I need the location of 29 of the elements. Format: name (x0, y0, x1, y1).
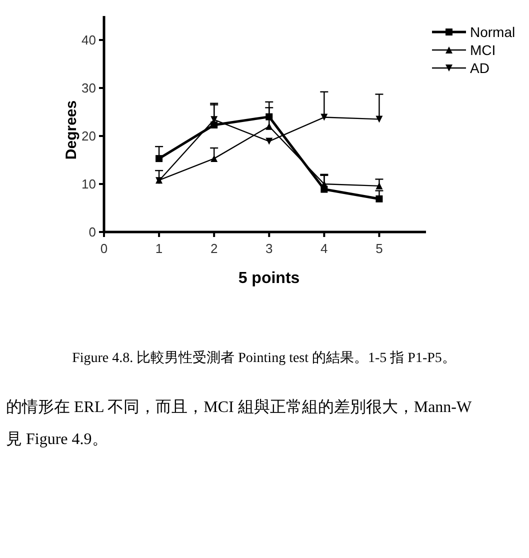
point (376, 182, 383, 190)
point (376, 116, 383, 123)
y-tick-label: 30 (82, 80, 96, 96)
point (266, 138, 273, 145)
y-axis-title: Degrees (63, 100, 80, 160)
point (210, 121, 218, 128)
point (210, 155, 218, 162)
y-tick-label: 10 (82, 176, 96, 192)
x-tick-label: 5 (376, 241, 383, 256)
point (320, 180, 328, 188)
y-tick-label: 40 (82, 32, 96, 48)
x-axis-title: 5 points (238, 270, 300, 287)
legend-label: MCI (470, 42, 496, 58)
point (320, 114, 328, 121)
x-tick-label: 4 (320, 241, 328, 256)
point (376, 195, 383, 202)
legend-label: AD (470, 60, 490, 76)
point (266, 122, 273, 130)
y-tick-label: 0 (88, 224, 96, 240)
point (156, 155, 163, 162)
legend-label: Normal (470, 24, 516, 40)
caption: Figure 4.8. 比較男性受測者 Pointing test 的結果。1-5 指 P1-P5。 (72, 350, 456, 366)
text: 見 Figure 4.9。 (6, 431, 108, 448)
text: 的情形在 ERL 不同，而且，MCI 組與正常組的差別很大，Mann-W (6, 398, 473, 416)
x-tick-label: 3 (266, 241, 273, 256)
x-tick-label: 0 (100, 241, 108, 256)
y-tick-label: 20 (82, 128, 96, 144)
x-tick-label: 1 (155, 241, 163, 256)
x-tick-label: 2 (210, 241, 218, 256)
